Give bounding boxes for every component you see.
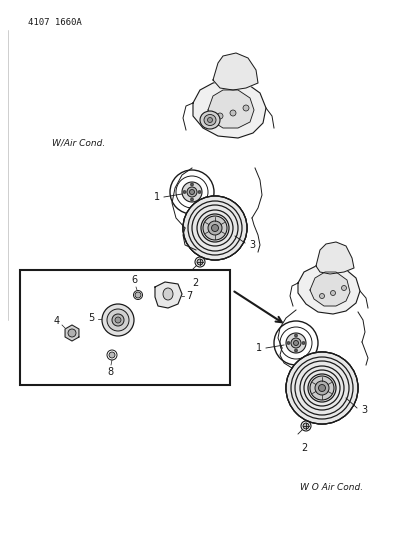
Text: 2: 2	[192, 278, 198, 288]
Polygon shape	[65, 325, 79, 341]
Ellipse shape	[163, 288, 173, 300]
Ellipse shape	[204, 115, 216, 125]
Circle shape	[330, 290, 335, 295]
Circle shape	[295, 334, 297, 337]
Circle shape	[187, 187, 197, 197]
Polygon shape	[208, 90, 254, 128]
Circle shape	[211, 224, 219, 231]
Circle shape	[341, 286, 346, 290]
Circle shape	[310, 376, 334, 400]
Polygon shape	[155, 282, 182, 308]
Polygon shape	[310, 272, 350, 306]
Circle shape	[303, 423, 309, 429]
Circle shape	[286, 333, 306, 353]
Circle shape	[191, 198, 193, 201]
Text: 4: 4	[54, 316, 60, 326]
Text: 7: 7	[186, 291, 192, 301]
Circle shape	[183, 190, 186, 193]
Text: 4107 1660A: 4107 1660A	[28, 18, 82, 27]
Circle shape	[315, 381, 329, 395]
Text: 3: 3	[249, 240, 255, 250]
Text: 1: 1	[256, 343, 262, 353]
Text: W O Air Cond.: W O Air Cond.	[300, 483, 363, 492]
Circle shape	[286, 352, 358, 424]
Circle shape	[68, 329, 76, 337]
Circle shape	[291, 338, 301, 348]
Circle shape	[208, 221, 222, 235]
Polygon shape	[316, 242, 354, 274]
Circle shape	[107, 309, 129, 331]
Circle shape	[197, 259, 203, 265]
Circle shape	[109, 352, 115, 358]
Text: 8: 8	[107, 367, 113, 377]
Circle shape	[135, 292, 141, 298]
Bar	[20, 270, 230, 385]
Circle shape	[115, 317, 121, 323]
Circle shape	[243, 105, 249, 111]
Circle shape	[287, 342, 290, 344]
Circle shape	[302, 342, 305, 344]
Circle shape	[319, 294, 324, 298]
Circle shape	[183, 196, 247, 260]
Circle shape	[112, 314, 124, 326]
Text: W/Air Cond.: W/Air Cond.	[52, 139, 105, 148]
Circle shape	[198, 190, 201, 193]
Circle shape	[182, 182, 202, 202]
Circle shape	[230, 110, 236, 116]
Ellipse shape	[208, 117, 213, 123]
Circle shape	[295, 349, 297, 352]
Circle shape	[217, 113, 223, 119]
Polygon shape	[213, 53, 258, 90]
Circle shape	[189, 190, 195, 195]
Circle shape	[293, 341, 299, 345]
Polygon shape	[193, 80, 266, 138]
Text: 1: 1	[154, 192, 160, 202]
Circle shape	[319, 384, 326, 392]
Ellipse shape	[200, 111, 220, 129]
Circle shape	[191, 183, 193, 186]
Text: 2: 2	[301, 443, 307, 453]
Text: 6: 6	[131, 275, 137, 285]
Polygon shape	[298, 264, 360, 314]
Text: 3: 3	[361, 405, 367, 415]
Circle shape	[102, 304, 134, 336]
Circle shape	[203, 216, 227, 240]
Text: 5: 5	[88, 313, 94, 323]
